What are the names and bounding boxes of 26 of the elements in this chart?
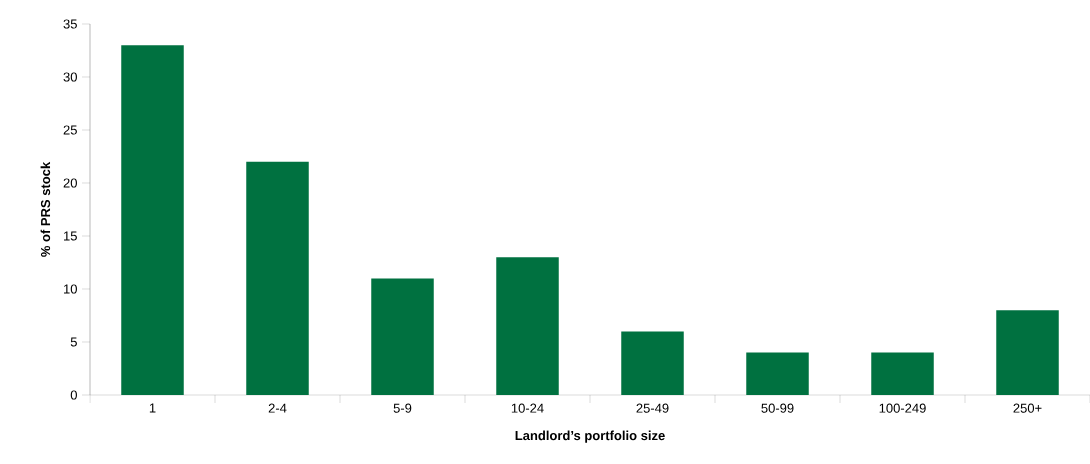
y-tick-label: 15 bbox=[64, 231, 77, 241]
y-tick-label: 0 bbox=[70, 390, 77, 400]
x-tick-label: 10-24 bbox=[511, 403, 544, 413]
bar bbox=[621, 331, 684, 395]
x-tick-label: 100-249 bbox=[879, 403, 926, 413]
y-tick-label: 5 bbox=[70, 337, 77, 347]
x-tick-label: 1 bbox=[149, 403, 156, 413]
y-tick-label: 30 bbox=[63, 72, 77, 82]
bar bbox=[371, 278, 434, 395]
bar bbox=[746, 352, 809, 395]
x-tick-label: 5-9 bbox=[393, 403, 412, 413]
y-tick-label: 20 bbox=[63, 178, 77, 188]
y-tick-label: 10 bbox=[64, 284, 77, 294]
bar bbox=[496, 257, 559, 395]
x-tick-label: 250+ bbox=[1013, 403, 1042, 413]
x-tick-label: 50-99 bbox=[761, 403, 794, 413]
x-tick-label: 2-4 bbox=[268, 403, 287, 413]
x-axis-title: Landlord’s portfolio size bbox=[515, 430, 665, 443]
bar bbox=[246, 161, 309, 395]
y-tick-label: 25 bbox=[63, 125, 77, 135]
bar bbox=[871, 352, 934, 395]
x-tick-label: 25-49 bbox=[636, 403, 669, 413]
bar bbox=[996, 310, 1059, 395]
y-axis-title: % of PRS stock bbox=[40, 161, 51, 257]
bar bbox=[121, 45, 184, 395]
y-tick-label: 35 bbox=[63, 19, 77, 29]
